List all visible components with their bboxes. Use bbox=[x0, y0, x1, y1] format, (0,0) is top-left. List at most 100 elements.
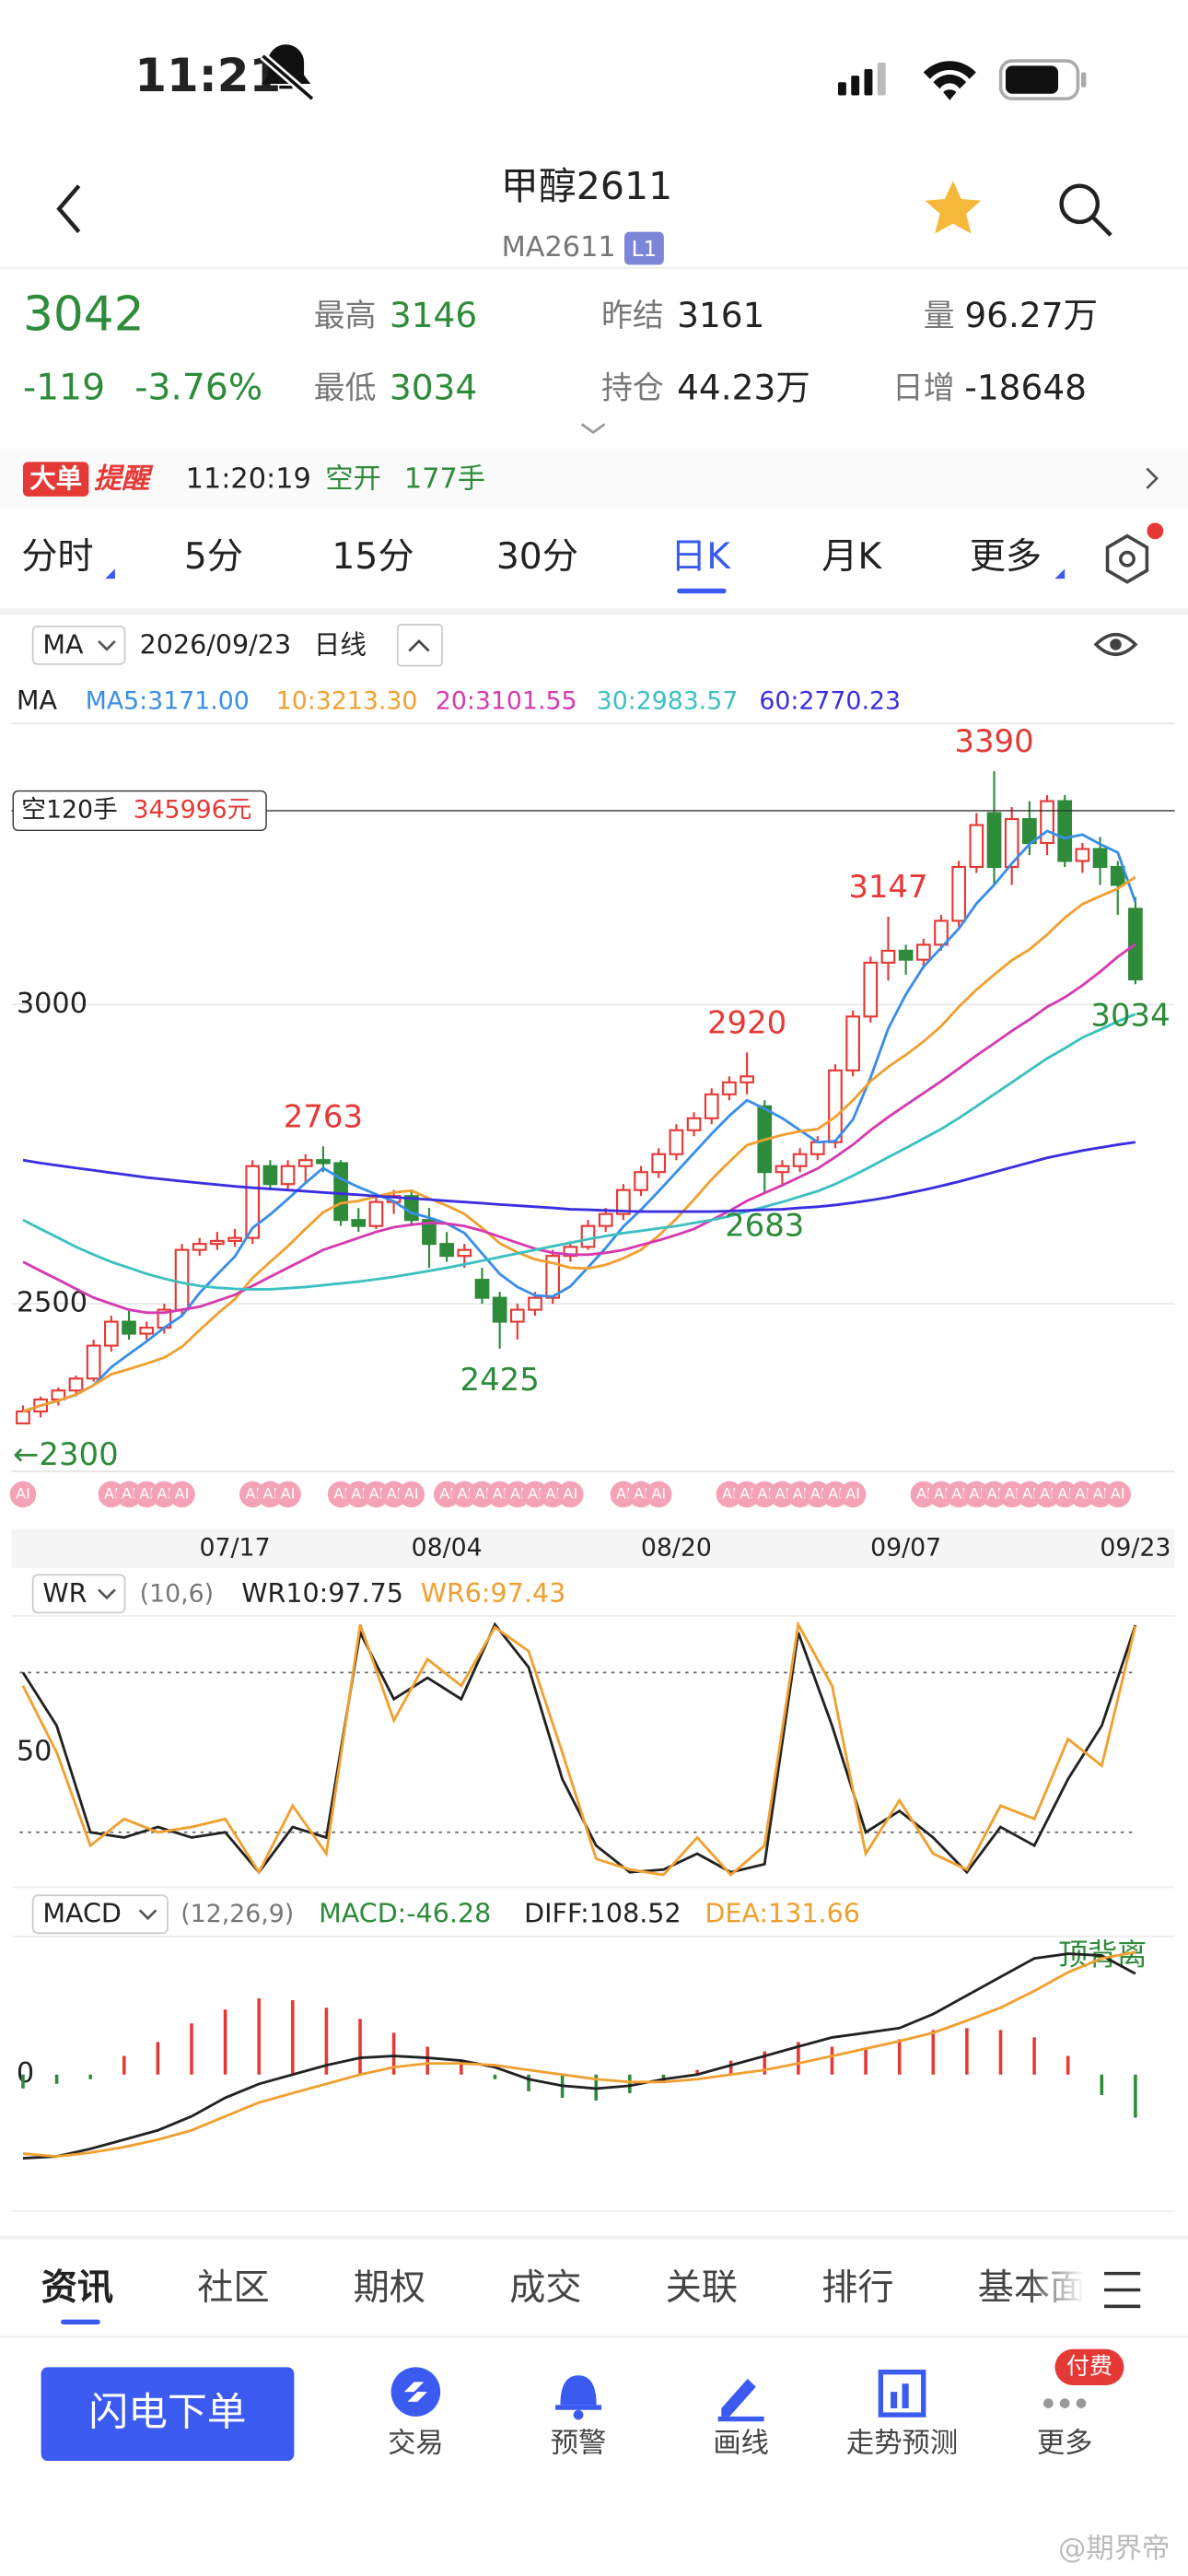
period-tab[interactable]: 5分 bbox=[184, 536, 243, 578]
date-axis-bg bbox=[11, 1528, 1175, 1569]
candle-body bbox=[509, 1308, 525, 1323]
ma-line bbox=[22, 875, 1136, 1413]
x-tick-label: 08/04 bbox=[412, 1533, 483, 1562]
candle-body bbox=[210, 1239, 225, 1246]
period-tab[interactable]: 日K bbox=[670, 536, 731, 578]
subtitle: MA2611 bbox=[502, 231, 616, 263]
ai-badge: AI bbox=[387, 1484, 402, 1502]
ma-line bbox=[22, 1013, 1136, 1291]
info-tab[interactable]: 成交 bbox=[509, 2267, 582, 2309]
alert-brand-bg bbox=[22, 462, 89, 497]
favorite-star[interactable] bbox=[925, 181, 982, 234]
ai-badge-bg bbox=[645, 1481, 672, 1508]
candle-body bbox=[280, 1165, 296, 1186]
status-icons bbox=[260, 44, 1087, 102]
ai-badge: AI bbox=[245, 1484, 260, 1502]
price-annotation: 2425 bbox=[460, 1362, 540, 1398]
value: 3161 bbox=[677, 295, 764, 335]
clock: 11:21 bbox=[134, 49, 281, 102]
ai-badge: AI bbox=[616, 1484, 631, 1502]
alert-brand: 提醒 bbox=[94, 463, 154, 496]
ai-badge: AI bbox=[439, 1484, 454, 1502]
x-tick-label: 09/23 bbox=[1100, 1533, 1171, 1562]
info-tab[interactable]: 社区 bbox=[197, 2267, 270, 2309]
ai-badge: AI bbox=[845, 1484, 860, 1502]
nav-item[interactable]: 预警 bbox=[551, 2428, 607, 2460]
kline-chart: 2500 3000 07/17 08/04 08/20 09/07 09/23 MA5:317… bbox=[9, 686, 1175, 1562]
candle-body bbox=[333, 1162, 348, 1222]
nav-item[interactable]: 交易 bbox=[388, 2428, 444, 2460]
expand[interactable] bbox=[580, 423, 606, 434]
legend-entry: DIFF:108.52 bbox=[524, 1899, 681, 1929]
order-label: 空120手 bbox=[21, 795, 118, 824]
nav-item[interactable]: 画线 bbox=[713, 2428, 769, 2460]
candle-body bbox=[651, 1153, 667, 1174]
ma-line bbox=[22, 943, 1136, 1315]
y-tick-label: 0 bbox=[17, 2057, 34, 2090]
info-tab[interactable]: 排行 bbox=[821, 2267, 894, 2309]
period-tab[interactable]: 更多 bbox=[970, 536, 1042, 578]
candle-body bbox=[845, 1015, 860, 1071]
order-amount: 345996元 bbox=[134, 795, 252, 824]
price-annotation: 3390 bbox=[954, 723, 1033, 759]
menu-button[interactable] bbox=[1104, 2271, 1141, 2309]
alert-bar[interactable] bbox=[0, 449, 1188, 509]
order-label-bg bbox=[12, 790, 267, 832]
candle-body bbox=[580, 1224, 596, 1248]
candle-body bbox=[809, 1141, 825, 1155]
candle-body bbox=[474, 1279, 490, 1299]
label: 持仓 bbox=[601, 369, 664, 405]
nav-icons bbox=[390, 2367, 1087, 2422]
candle-body bbox=[740, 1075, 754, 1083]
ai-badge: AI bbox=[281, 1484, 296, 1502]
candle-body bbox=[986, 812, 1002, 869]
active-underline bbox=[677, 588, 727, 594]
ma-line bbox=[22, 1141, 1136, 1213]
period-tab[interactable]: 30分 bbox=[496, 536, 578, 578]
info-tab[interactable]: 关联 bbox=[666, 2267, 739, 2309]
period-tab[interactable]: 15分 bbox=[332, 536, 413, 578]
legend-entry: DEA:131.66 bbox=[705, 1899, 859, 1929]
ai-badge: AI bbox=[139, 1484, 154, 1502]
ai-badge: AI bbox=[369, 1484, 384, 1502]
ma-selector[interactable] bbox=[31, 625, 126, 665]
candle-body bbox=[669, 1129, 684, 1155]
period-tab[interactable]: 分时 bbox=[21, 536, 94, 578]
price-annotation: 3034 bbox=[1090, 997, 1170, 1033]
divider bbox=[0, 2235, 1188, 2240]
candle-body bbox=[1092, 848, 1108, 869]
nav-item[interactable]: 走势预测 bbox=[846, 2428, 958, 2460]
badge: L1 bbox=[632, 237, 658, 262]
search-button[interactable] bbox=[1059, 183, 1112, 237]
legend-entry: WR10:97.75 bbox=[241, 1578, 403, 1609]
ai-badge: AI bbox=[757, 1484, 772, 1502]
wr-selector[interactable] bbox=[31, 1574, 126, 1614]
macd-selector[interactable] bbox=[31, 1894, 169, 1935]
period: 日线 bbox=[314, 629, 367, 660]
candle-body bbox=[722, 1081, 737, 1095]
period-tab[interactable]: 月K bbox=[821, 536, 882, 578]
x-tick-label: 09/07 bbox=[870, 1533, 941, 1562]
candle-body bbox=[245, 1165, 261, 1239]
ai-badge: AI bbox=[16, 1484, 30, 1502]
candle-body bbox=[880, 949, 896, 964]
nav-item[interactable]: 更多 bbox=[1037, 2428, 1093, 2460]
info-tab[interactable]: 期权 bbox=[354, 2267, 426, 2309]
price-annotation: ←2300 bbox=[13, 1436, 119, 1472]
alert-time: 11:20:19 bbox=[186, 463, 311, 496]
ai-badge: AI bbox=[493, 1484, 507, 1502]
quick-order-button[interactable] bbox=[41, 2367, 295, 2462]
ai-badge: AI bbox=[828, 1484, 843, 1502]
back-button[interactable] bbox=[56, 184, 81, 234]
candle-body bbox=[792, 1153, 808, 1167]
candle-body bbox=[68, 1377, 84, 1392]
ai-badge: AI bbox=[810, 1484, 825, 1502]
legend-entry: MA5:3171.00 bbox=[86, 686, 250, 715]
settings-button[interactable] bbox=[1105, 522, 1164, 584]
eye-button[interactable] bbox=[1093, 632, 1138, 656]
candle-body bbox=[368, 1200, 384, 1227]
collapse-button[interactable] bbox=[396, 624, 443, 667]
quick-order-label: 闪电下单 bbox=[88, 2390, 246, 2436]
ai-badge: AI bbox=[775, 1484, 790, 1502]
info-tab[interactable]: 资讯 bbox=[41, 2267, 113, 2309]
